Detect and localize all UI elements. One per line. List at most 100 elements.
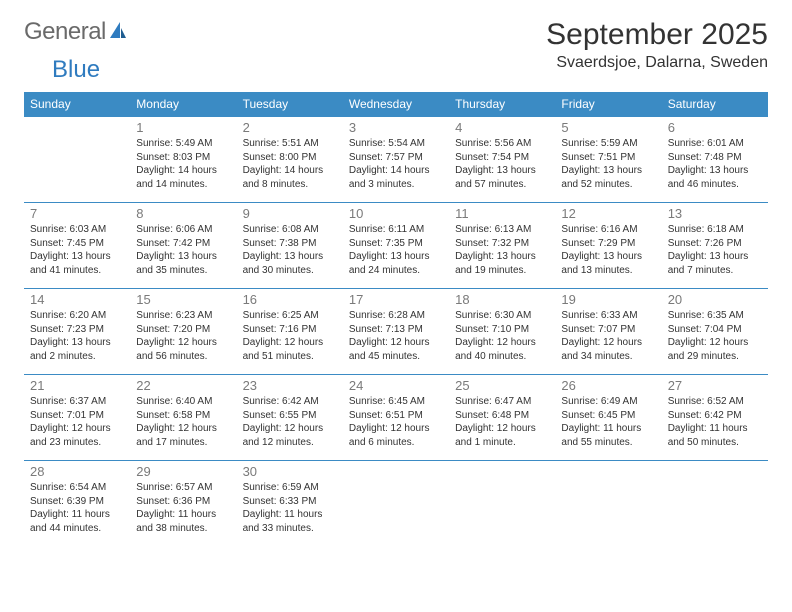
day-info: Sunrise: 6:13 AMSunset: 7:32 PMDaylight:…: [455, 223, 549, 277]
daylight-text: Daylight: 13 hours and 41 minutes.: [30, 250, 124, 277]
sunrise-text: Sunrise: 5:56 AM: [455, 137, 549, 151]
sunrise-text: Sunrise: 6:13 AM: [455, 223, 549, 237]
calendar-cell: 14Sunrise: 6:20 AMSunset: 7:23 PMDayligh…: [24, 289, 130, 375]
day-info: Sunrise: 6:33 AMSunset: 7:07 PMDaylight:…: [561, 309, 655, 363]
sunrise-text: Sunrise: 6:28 AM: [349, 309, 443, 323]
day-number: 15: [136, 292, 230, 307]
calendar-body: 1 Sunrise: 5:49 AMSunset: 8:03 PMDaylight…: [24, 117, 768, 547]
day-number: 9: [243, 206, 337, 221]
day-info: Sunrise: 6:40 AMSunset: 6:58 PMDaylight:…: [136, 395, 230, 449]
calendar-cell: [343, 461, 449, 547]
calendar-cell: 1 Sunrise: 5:49 AMSunset: 8:03 PMDaylight…: [130, 117, 236, 203]
day-header: Sunday: [24, 92, 130, 117]
sunrise-text: Sunrise: 6:35 AM: [668, 309, 762, 323]
day-info: Sunrise: 6:45 AMSunset: 6:51 PMDaylight:…: [349, 395, 443, 449]
sunset-text: Sunset: 6:39 PM: [30, 495, 124, 509]
sunset-text: Sunset: 7:16 PM: [243, 323, 337, 337]
day-info: Sunrise: 5:51 AMSunset: 8:00 PMDaylight:…: [243, 137, 337, 191]
sunset-text: Sunset: 7:42 PM: [136, 237, 230, 251]
sunset-text: Sunset: 6:48 PM: [455, 409, 549, 423]
sunrise-text: Sunrise: 6:03 AM: [30, 223, 124, 237]
daylight-text: Daylight: 14 hours and 14 minutes.: [136, 164, 230, 191]
day-info: Sunrise: 6:01 AMSunset: 7:48 PMDaylight:…: [668, 137, 762, 191]
daylight-text: Daylight: 14 hours and 8 minutes.: [243, 164, 337, 191]
daylight-text: Daylight: 12 hours and 51 minutes.: [243, 336, 337, 363]
logo: General: [24, 18, 130, 46]
day-number: 24: [349, 378, 443, 393]
calendar-cell: [24, 117, 130, 203]
calendar-cell: 18Sunrise: 6:30 AMSunset: 7:10 PMDayligh…: [449, 289, 555, 375]
sunrise-text: Sunrise: 6:16 AM: [561, 223, 655, 237]
day-info: Sunrise: 5:49 AMSunset: 8:03 PMDaylight:…: [136, 137, 230, 191]
calendar-row: 1 Sunrise: 5:49 AMSunset: 8:03 PMDaylight…: [24, 117, 768, 203]
daylight-text: Daylight: 13 hours and 13 minutes.: [561, 250, 655, 277]
sunset-text: Sunset: 6:51 PM: [349, 409, 443, 423]
day-info: Sunrise: 6:28 AMSunset: 7:13 PMDaylight:…: [349, 309, 443, 363]
day-info: Sunrise: 6:49 AMSunset: 6:45 PMDaylight:…: [561, 395, 655, 449]
day-header: Tuesday: [237, 92, 343, 117]
sunrise-text: Sunrise: 6:42 AM: [243, 395, 337, 409]
calendar-cell: 4Sunrise: 5:56 AMSunset: 7:54 PMDaylight…: [449, 117, 555, 203]
calendar-cell: 5Sunrise: 5:59 AMSunset: 7:51 PMDaylight…: [555, 117, 661, 203]
sunset-text: Sunset: 7:20 PM: [136, 323, 230, 337]
sunrise-text: Sunrise: 6:11 AM: [349, 223, 443, 237]
calendar-cell: 16Sunrise: 6:25 AMSunset: 7:16 PMDayligh…: [237, 289, 343, 375]
calendar-cell: 15 Sunrise: 6:23 AMSunset: 7:20 PMDayligh…: [130, 289, 236, 375]
daylight-text: Daylight: 13 hours and 35 minutes.: [136, 250, 230, 277]
day-number: 29: [136, 464, 230, 479]
daylight-text: Daylight: 13 hours and 19 minutes.: [455, 250, 549, 277]
day-info: Sunrise: 6:18 AMSunset: 7:26 PMDaylight:…: [668, 223, 762, 277]
day-number: 17: [349, 292, 443, 307]
day-header: Saturday: [662, 92, 768, 117]
day-info: Sunrise: 6:52 AMSunset: 6:42 PMDaylight:…: [668, 395, 762, 449]
day-header: Wednesday: [343, 92, 449, 117]
day-info: Sunrise: 6:42 AMSunset: 6:55 PMDaylight:…: [243, 395, 337, 449]
day-number: 7: [30, 206, 124, 221]
day-info: Sunrise: 6:23 AMSunset: 7:20 PMDaylight:…: [136, 309, 230, 363]
calendar-table: SundayMondayTuesdayWednesdayThursdayFrid…: [24, 92, 768, 547]
sunset-text: Sunset: 7:38 PM: [243, 237, 337, 251]
day-info: Sunrise: 6:35 AMSunset: 7:04 PMDaylight:…: [668, 309, 762, 363]
sunrise-text: Sunrise: 6:37 AM: [30, 395, 124, 409]
day-info: Sunrise: 6:16 AMSunset: 7:29 PMDaylight:…: [561, 223, 655, 277]
sunrise-text: Sunrise: 6:45 AM: [349, 395, 443, 409]
calendar-cell: 10Sunrise: 6:11 AMSunset: 7:35 PMDayligh…: [343, 203, 449, 289]
sunset-text: Sunset: 7:54 PM: [455, 151, 549, 165]
sunset-text: Sunset: 8:00 PM: [243, 151, 337, 165]
day-info: Sunrise: 6:20 AMSunset: 7:23 PMDaylight:…: [30, 309, 124, 363]
day-number: 19: [561, 292, 655, 307]
calendar-row: 28Sunrise: 6:54 AMSunset: 6:39 PMDayligh…: [24, 461, 768, 547]
location-text: Svaerdsjoe, Dalarna, Sweden: [546, 54, 768, 72]
sunrise-text: Sunrise: 6:33 AM: [561, 309, 655, 323]
sunset-text: Sunset: 7:04 PM: [668, 323, 762, 337]
sunset-text: Sunset: 7:26 PM: [668, 237, 762, 251]
sunset-text: Sunset: 7:07 PM: [561, 323, 655, 337]
day-info: Sunrise: 6:37 AMSunset: 7:01 PMDaylight:…: [30, 395, 124, 449]
day-number: 4: [455, 120, 549, 135]
calendar-cell: 25 Sunrise: 6:47 AMSunset: 6:48 PMDayligh…: [449, 375, 555, 461]
daylight-text: Daylight: 12 hours and 29 minutes.: [668, 336, 762, 363]
day-number: 1: [136, 120, 230, 135]
daylight-text: Daylight: 11 hours and 38 minutes.: [136, 508, 230, 535]
day-number: 30: [243, 464, 337, 479]
daylight-text: Daylight: 11 hours and 50 minutes.: [668, 422, 762, 449]
calendar-cell: 24 Sunrise: 6:45 AMSunset: 6:51 PMDayligh…: [343, 375, 449, 461]
day-number: 6: [668, 120, 762, 135]
day-number: 25: [455, 378, 549, 393]
sunset-text: Sunset: 8:03 PM: [136, 151, 230, 165]
sunrise-text: Sunrise: 6:20 AM: [30, 309, 124, 323]
day-number: 26: [561, 378, 655, 393]
sunset-text: Sunset: 7:01 PM: [30, 409, 124, 423]
logo-text-blue: Blue: [52, 56, 100, 83]
day-info: Sunrise: 6:03 AMSunset: 7:45 PMDaylight:…: [30, 223, 124, 277]
day-number: 2: [243, 120, 337, 135]
day-number: 12: [561, 206, 655, 221]
calendar-cell: [449, 461, 555, 547]
calendar-cell: 6 Sunrise: 6:01 AMSunset: 7:48 PMDaylight…: [662, 117, 768, 203]
calendar-cell: 8Sunrise: 6:06 AMSunset: 7:42 PMDaylight…: [130, 203, 236, 289]
calendar-cell: 3Sunrise: 5:54 AMSunset: 7:57 PMDaylight…: [343, 117, 449, 203]
sunrise-text: Sunrise: 6:54 AM: [30, 481, 124, 495]
day-info: Sunrise: 6:47 AMSunset: 6:48 PMDaylight:…: [455, 395, 549, 449]
sunrise-text: Sunrise: 6:57 AM: [136, 481, 230, 495]
daylight-text: Daylight: 12 hours and 17 minutes.: [136, 422, 230, 449]
